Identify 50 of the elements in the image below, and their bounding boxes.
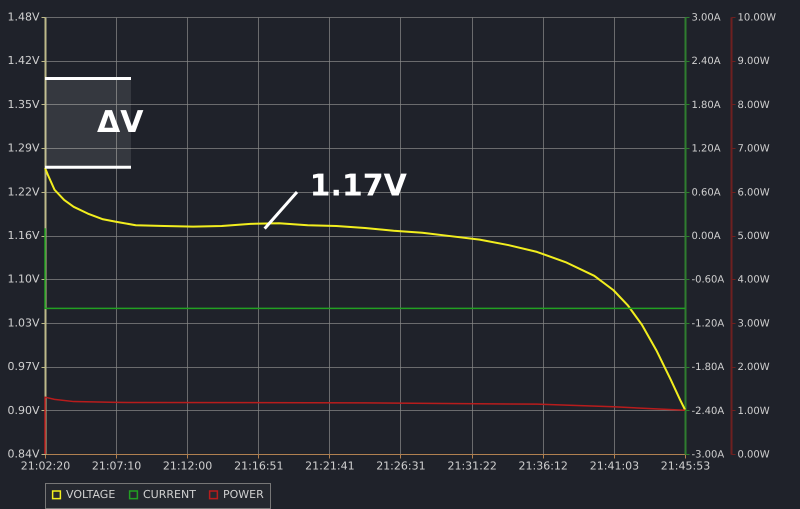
y2-tick-label: 0.60A xyxy=(692,187,721,198)
y3-tick-label: 4.00W xyxy=(738,274,770,286)
y2-tick-label: 1.20A xyxy=(692,144,721,155)
line-series xyxy=(44,166,686,411)
y3-tick-label: 3.00W xyxy=(738,318,770,330)
y-tick-label: 1.10V xyxy=(7,272,40,286)
y2-tick-label: -1.20A xyxy=(692,318,724,330)
y-tick-label: 0.90V xyxy=(7,404,40,417)
x-tick-label: 21:41:03 xyxy=(590,460,640,472)
y-tick-label: 0.97V xyxy=(7,360,40,374)
x-tick-label: 21:31:22 xyxy=(447,460,497,472)
y3-tick-label: 2.00W xyxy=(738,362,770,374)
y2-tick-label: 3.00A xyxy=(692,12,721,24)
y3-tick-label: 6.00W xyxy=(738,187,770,198)
y3-tick-label: 1.00W xyxy=(738,406,770,417)
x-tick-label: 21:07:10 xyxy=(92,460,142,472)
y2-tick-label: -3.00A xyxy=(692,450,724,460)
band-label: ΔV xyxy=(97,104,144,140)
annotation: 1.17V xyxy=(310,168,408,204)
y-tick-label: 1.22V xyxy=(7,185,40,198)
y-tick-label: 1.48V xyxy=(7,10,40,24)
y2-tick-label: 2.40A xyxy=(692,56,721,68)
line-series xyxy=(44,396,686,455)
y-tick-label: 1.42V xyxy=(7,54,40,68)
y3-tick-label: 10.00W xyxy=(738,12,776,24)
y-tick-label: 0.84V xyxy=(7,448,40,460)
x-tick-label: 21:36:12 xyxy=(518,460,568,472)
y3-tick-label: 8.00W xyxy=(738,100,770,111)
y2-tick-label: 0.00A xyxy=(692,231,721,242)
x-tick-label: 21:12:00 xyxy=(162,460,212,472)
y2-tick-label: -0.60A xyxy=(692,274,724,286)
y-tick-label: 1.29V xyxy=(7,142,40,155)
y-tick-label: 1.35V xyxy=(7,98,40,111)
x-tick-label: 21:45:53 xyxy=(660,460,710,472)
x-tick-label: 21:16:51 xyxy=(234,460,284,472)
x-tick-label: 21:02:20 xyxy=(20,460,70,472)
legend-label: POWER xyxy=(223,488,264,501)
y-tick-label: 1.16V xyxy=(7,229,40,242)
y3-tick-label: 5.00W xyxy=(738,231,770,242)
y2-tick-label: -2.40A xyxy=(692,406,724,417)
legend-label: CURRENT xyxy=(143,488,196,501)
x-tick-label: 21:26:31 xyxy=(376,460,426,472)
y2-tick-label: -1.80A xyxy=(692,362,724,374)
legend-label: VOLTAGE xyxy=(66,488,116,501)
y-tick-label: 1.03V xyxy=(7,316,40,330)
y3-tick-label: 7.00W xyxy=(738,144,770,155)
y3-tick-label: 0.00W xyxy=(738,450,770,460)
y2-tick-label: 1.80A xyxy=(692,100,721,111)
y3-tick-label: 9.00W xyxy=(738,56,770,68)
x-tick-label: 21:21:41 xyxy=(305,460,355,472)
